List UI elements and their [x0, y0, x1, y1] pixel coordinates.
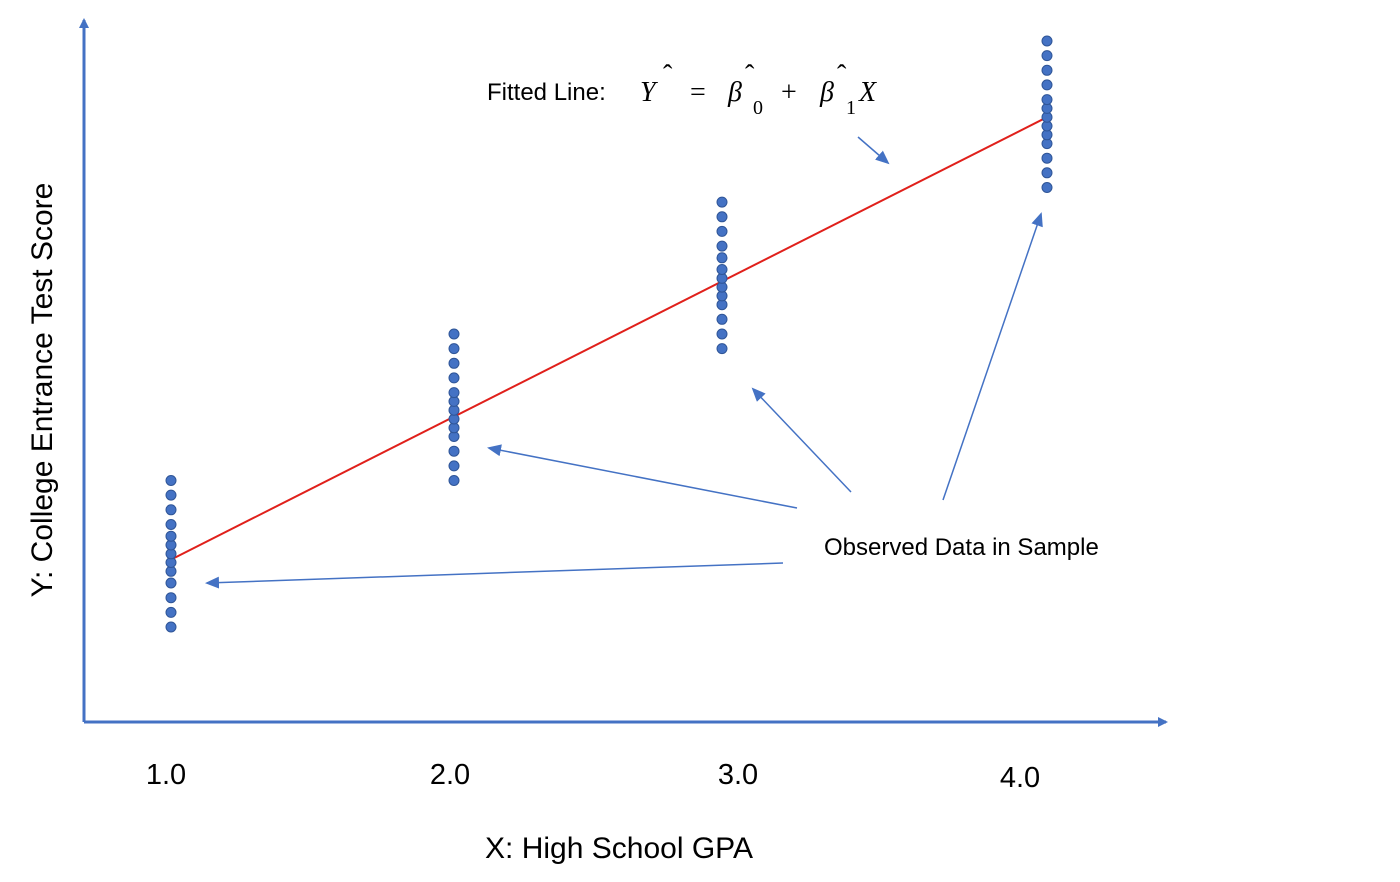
- data-point: [448, 372, 460, 384]
- x-tick-label: 1.0: [146, 759, 186, 791]
- data-point: [1041, 152, 1053, 164]
- data-point: [716, 240, 728, 252]
- data-point: [165, 606, 177, 618]
- observed-arrow-2: [487, 444, 798, 509]
- y-axis-label: Y: College Entrance Test Score: [26, 183, 59, 598]
- observed-arrow-4: [942, 212, 1043, 501]
- fitted-line: [170, 116, 1048, 561]
- data-point: [165, 519, 177, 530]
- data-point: [1041, 94, 1053, 106]
- fitted-line-annotation: Fitted Line: Y ˆ = β ˆ 0 + β ˆ 1 X: [487, 60, 890, 165]
- data-point: [716, 252, 728, 264]
- data-point: [448, 445, 460, 457]
- data-point: [1041, 167, 1053, 179]
- x-tick-label: 3.0: [718, 759, 758, 791]
- data-point: [1041, 50, 1053, 62]
- fitted-line-formula: Y ˆ = β ˆ 0 + β ˆ 1 X: [640, 60, 877, 119]
- data-point: [448, 357, 460, 369]
- data-point: [716, 343, 728, 355]
- data-point: [165, 475, 177, 486]
- observed-data-annotation: Observed Data in Sample: [205, 212, 1099, 589]
- data-point: [1041, 182, 1053, 193]
- data-point: [165, 621, 177, 633]
- data-point: [448, 387, 460, 399]
- observed-arrow-1: [205, 562, 784, 589]
- data-point: [716, 225, 728, 237]
- data-point: [448, 460, 460, 472]
- x-axis-label: X: High School GPA: [485, 832, 753, 865]
- fitted-line-layer: [170, 116, 1048, 561]
- data-points: [165, 35, 1053, 633]
- data-point: [716, 196, 728, 208]
- data-point: [165, 489, 177, 501]
- x-tick-label: 2.0: [430, 759, 470, 791]
- data-point: [1041, 35, 1053, 47]
- data-point: [716, 264, 728, 275]
- data-point: [448, 475, 460, 486]
- data-point: [716, 211, 728, 223]
- data-point: [165, 592, 177, 604]
- observed-arrow-3: [751, 387, 852, 493]
- data-point: [448, 328, 460, 340]
- data-point: [165, 577, 177, 589]
- fitted-line-pointer-arrow: [857, 136, 890, 165]
- data-point: [716, 328, 728, 340]
- data-point: [1041, 64, 1053, 76]
- data-point: [1041, 79, 1053, 91]
- data-point: [716, 313, 728, 325]
- data-point: [448, 343, 460, 355]
- observed-data-label: Observed Data in Sample: [824, 534, 1099, 561]
- data-point: [165, 504, 177, 516]
- x-tick-labels: 1.0 2.0 3.0 4.0: [146, 759, 1040, 794]
- fitted-line-label: Fitted Line:: [487, 79, 606, 106]
- data-point: [165, 530, 177, 542]
- x-tick-label: 4.0: [1000, 762, 1040, 794]
